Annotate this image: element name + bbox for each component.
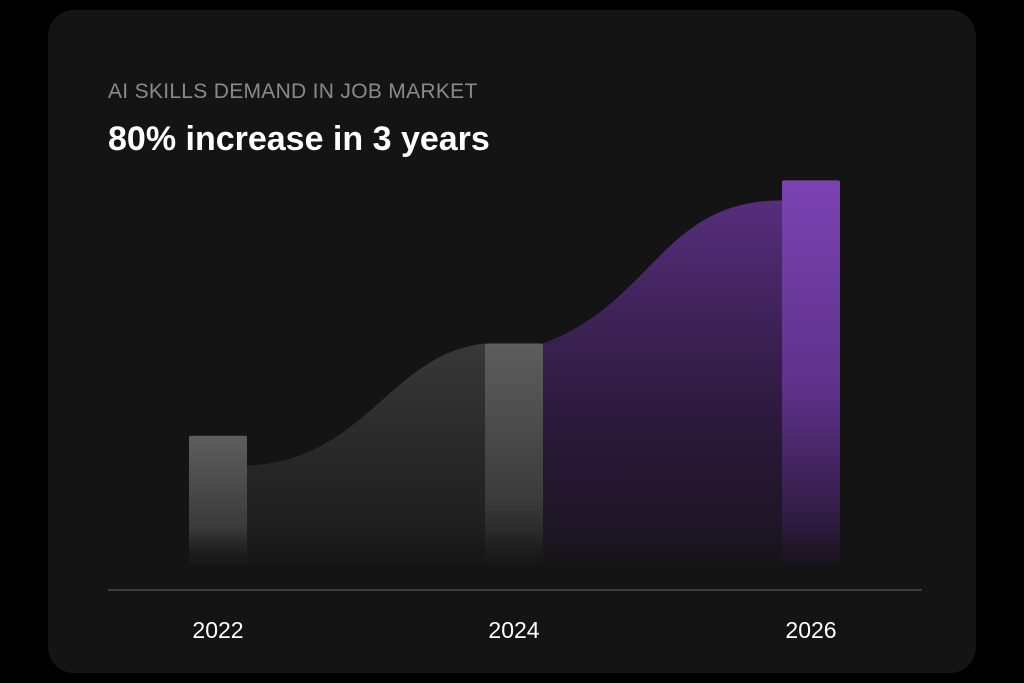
area-segment-2024-2026 [543,200,782,565]
bar-chart: 2022 2024 2026 [48,180,976,643]
bar-2026 [782,180,840,565]
chart-title: 80% increase in 3 years [108,120,490,158]
x-tick-label-2024: 2024 [488,617,539,643]
area-segment-2022-2024 [247,343,485,565]
x-tick-label-2022: 2022 [192,617,243,643]
chart-card: AI SKILLS DEMAND IN JOB MARKET 80% incre… [48,10,976,673]
x-tick-label-2026: 2026 [785,617,836,643]
chart-subtitle: AI SKILLS DEMAND IN JOB MARKET [108,80,478,103]
bottom-fade-overlay [48,530,976,590]
bar-2024 [485,343,543,565]
